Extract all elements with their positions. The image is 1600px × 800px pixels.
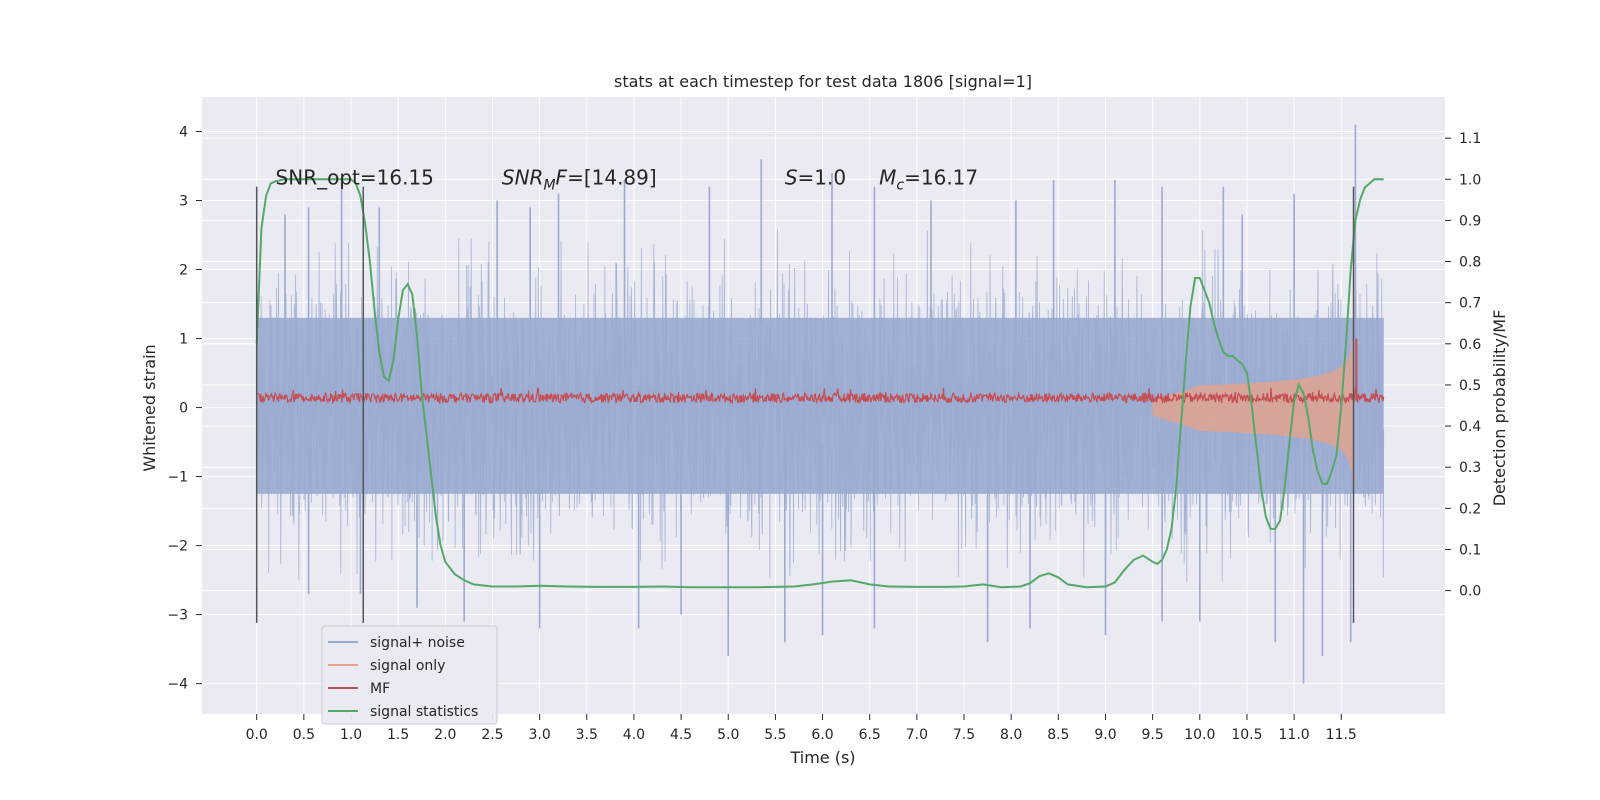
x-tick-label: 5.0	[717, 727, 739, 743]
signal-statistics-line	[255, 178, 1384, 589]
legend: signal+ noise signal only MF signal statist…	[321, 625, 498, 725]
x-tick-label: 0.5	[293, 727, 315, 743]
y2-tick-label: 0.1	[1459, 542, 1481, 558]
legend-label: signal+ noise	[370, 635, 465, 651]
x-tick-label: 0.0	[246, 727, 268, 743]
x-axis-label: Time (s)	[789, 748, 855, 767]
y2-tick-label: 1.1	[1459, 131, 1481, 147]
annotations: SNR_opt=16.15 SNRMF=[14.89] S=1.0 Mc=16.17	[276, 166, 979, 194]
x-axis: 0.0 0.5 1.0 1.5 2.0 2.5 3.0 3.5 4.0 4.5 5.0 5.5 6.0 6…	[246, 714, 1357, 743]
x-tick-label: 10.5	[1231, 727, 1262, 743]
x-tick-label: 11.5	[1326, 727, 1357, 743]
y2-tick-label: 0.2	[1459, 501, 1481, 517]
legend-label: signal statistics	[370, 704, 478, 720]
legend-label: signal only	[370, 658, 445, 674]
annotation-mc: Mc=16.17	[879, 166, 978, 194]
y-tick-label: 0	[179, 401, 188, 417]
y2-tick-label: 0.0	[1459, 584, 1481, 600]
y2-tick-label: 0.5	[1459, 378, 1481, 394]
vertical-markers	[255, 186, 1355, 623]
y-axis-left: 4 3 2 1 0 −1 −2 −3 −4	[167, 125, 202, 693]
y-tick-label: −4	[167, 677, 188, 693]
series-layer	[255, 124, 1385, 684]
x-tick-label: 10.0	[1184, 727, 1215, 743]
y-axis-label: Whitened strain	[140, 344, 159, 471]
x-tick-label: 4.0	[623, 727, 645, 743]
chart-title: stats at each timestep for test data 180…	[614, 72, 1032, 91]
y-tick-label: 4	[179, 125, 188, 141]
x-tick-label: 3.5	[576, 727, 598, 743]
y2-tick-label: 0.6	[1459, 337, 1481, 353]
y2-tick-label: 1.0	[1459, 172, 1481, 188]
y-tick-label: 1	[179, 332, 188, 348]
x-tick-label: 8.5	[1047, 727, 1069, 743]
y2-tick-label: 0.8	[1459, 255, 1481, 271]
x-tick-label: 2.0	[434, 727, 456, 743]
x-tick-label: 7.5	[953, 727, 975, 743]
signal-noise-line	[256, 229, 1385, 582]
annotation-snr-mf: SNRMF=[14.89]	[502, 166, 657, 194]
y-tick-label: −2	[167, 539, 188, 555]
x-tick-label: 9.0	[1094, 727, 1116, 743]
y2-tick-label: 0.4	[1459, 419, 1481, 435]
y2-tick-label: 0.3	[1459, 460, 1481, 476]
x-tick-label: 4.5	[670, 727, 692, 743]
x-tick-label: 1.5	[387, 727, 409, 743]
annotation-s: S=1.0	[785, 166, 846, 190]
y-tick-label: −1	[167, 470, 188, 486]
x-tick-label: 11.0	[1279, 727, 1310, 743]
x-tick-label: 5.5	[764, 727, 786, 743]
y-axis-right: 1.1 1.0 0.9 0.8 0.7 0.6 0.5 0.4 0.3 0.2 0.1 0.0	[1445, 131, 1481, 600]
mf-line	[256, 387, 1385, 405]
y2-tick-label: 0.9	[1459, 213, 1481, 229]
y2-tick-label: 0.7	[1459, 296, 1481, 312]
x-tick-label: 2.5	[481, 727, 503, 743]
y2-axis-label: Detection probability/MF	[1490, 310, 1509, 507]
y-tick-label: 2	[179, 263, 188, 279]
x-tick-label: 8.0	[1000, 727, 1022, 743]
x-tick-label: 7.0	[906, 727, 928, 743]
x-tick-label: 1.0	[340, 727, 362, 743]
legend-box	[321, 625, 498, 725]
y-tick-label: 3	[179, 194, 188, 210]
x-tick-label: 6.0	[811, 727, 833, 743]
x-tick-label: 3.0	[528, 727, 550, 743]
legend-label: MF	[370, 681, 390, 697]
annotation-snr-opt: SNR_opt=16.15	[276, 166, 434, 190]
x-tick-label: 6.5	[859, 727, 881, 743]
y-tick-label: −3	[167, 608, 188, 624]
x-tick-label: 9.5	[1142, 727, 1164, 743]
